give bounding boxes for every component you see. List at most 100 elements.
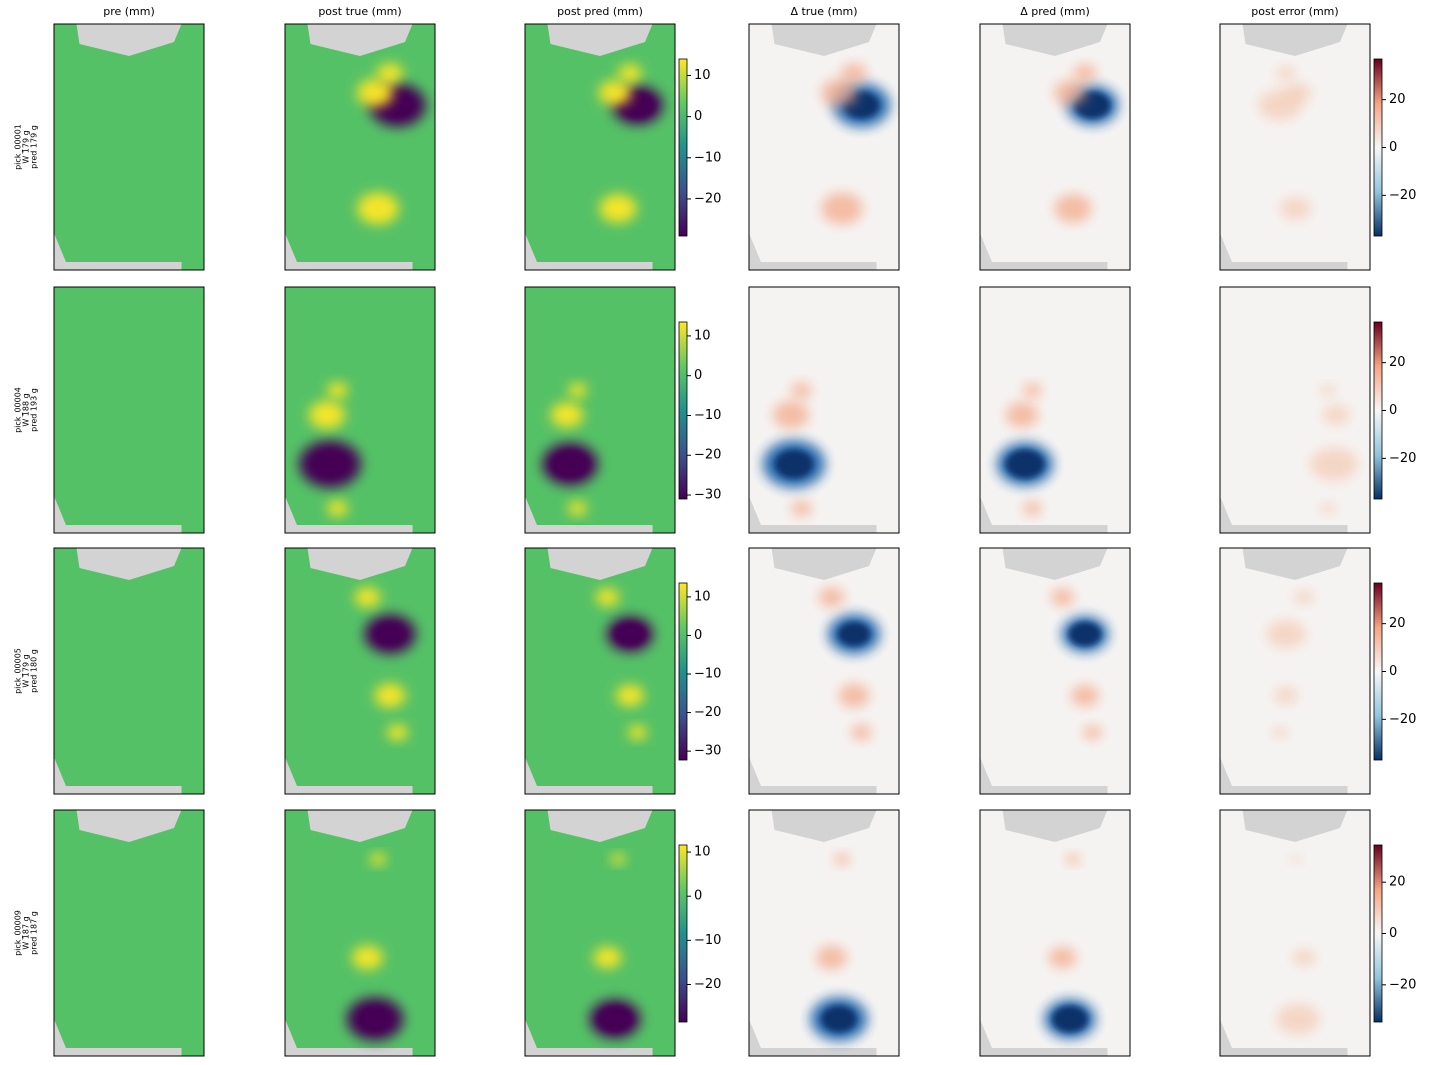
missing-region bbox=[54, 1019, 182, 1056]
column-title: post pred (mm) bbox=[557, 5, 643, 18]
column-title: post error (mm) bbox=[1251, 5, 1338, 18]
heatmap-core bbox=[614, 622, 646, 647]
colorbar bbox=[678, 58, 688, 237]
missing-region bbox=[525, 757, 653, 794]
row-label: pick_00001 bbox=[14, 124, 23, 170]
colorbar-tick-label: 0 bbox=[1389, 140, 1397, 155]
heatmap-image bbox=[285, 24, 435, 270]
missing-region bbox=[771, 24, 877, 56]
missing-region bbox=[1242, 810, 1348, 842]
colorbar-tick-label: 10 bbox=[694, 68, 711, 83]
colorbar-tick-label: 20 bbox=[1389, 355, 1406, 370]
panel-frame bbox=[53, 286, 205, 534]
missing-region bbox=[749, 1019, 877, 1056]
heatmap-image bbox=[285, 548, 435, 794]
column-title: post true (mm) bbox=[318, 5, 401, 18]
missing-region bbox=[1220, 496, 1348, 533]
heatmap-image bbox=[980, 810, 1130, 1056]
heatmap-image bbox=[54, 810, 204, 1056]
heatmap-base bbox=[285, 287, 435, 533]
heatmap-panel bbox=[1219, 23, 1371, 271]
heatmap-blob bbox=[1272, 726, 1288, 739]
heatmap-blob bbox=[1053, 80, 1087, 106]
heatmap-base bbox=[749, 548, 899, 794]
heatmap-panel bbox=[748, 809, 900, 1057]
colorbar bbox=[1373, 321, 1383, 500]
heatmap-blob bbox=[1320, 384, 1336, 396]
heatmap-panel bbox=[524, 547, 676, 795]
heatmap-core bbox=[310, 449, 350, 479]
heatmap-base bbox=[749, 287, 899, 533]
missing-region bbox=[771, 810, 877, 842]
heatmap-base bbox=[54, 24, 204, 270]
colorbar-tick-label: −30 bbox=[694, 744, 721, 759]
heatmap-blob bbox=[377, 63, 403, 84]
colorbar bbox=[678, 321, 688, 500]
heatmap-blob bbox=[327, 500, 348, 517]
heatmap-image bbox=[1220, 287, 1370, 533]
heatmap-blob bbox=[370, 853, 386, 866]
row-label: W 187 g bbox=[22, 916, 31, 949]
row-label: pred 187 g bbox=[30, 911, 39, 955]
heatmap-blob bbox=[1073, 64, 1097, 83]
missing-region bbox=[525, 1019, 653, 1056]
heatmap-panel bbox=[53, 809, 205, 1057]
heatmap-base bbox=[1220, 24, 1370, 270]
colorbar bbox=[1373, 844, 1383, 1023]
missing-region bbox=[1002, 24, 1108, 56]
heatmap-blob bbox=[354, 587, 381, 608]
missing-region bbox=[980, 1019, 1108, 1056]
heatmap-image bbox=[54, 24, 204, 270]
colorbar-tick-label: 0 bbox=[1389, 926, 1397, 941]
heatmap-panel bbox=[979, 809, 1131, 1057]
column-title: pre (mm) bbox=[103, 5, 155, 18]
missing-region bbox=[525, 233, 653, 270]
heatmap-blob bbox=[791, 382, 812, 399]
missing-region bbox=[1220, 1019, 1348, 1056]
colorbar-tick-label: 20 bbox=[1389, 92, 1406, 107]
heatmap-blob bbox=[356, 78, 394, 107]
heatmap-panel bbox=[1219, 547, 1371, 795]
heatmap-blob bbox=[308, 400, 346, 429]
missing-region bbox=[1220, 233, 1348, 270]
missing-region bbox=[76, 810, 182, 842]
row-label: pick_00009 bbox=[14, 910, 23, 956]
heatmap-panel bbox=[284, 23, 436, 271]
row-label: pred 179 g bbox=[30, 125, 39, 169]
missing-region bbox=[1002, 548, 1108, 580]
heatmap-blob bbox=[834, 853, 850, 866]
heatmap-panel bbox=[979, 547, 1131, 795]
missing-region bbox=[547, 24, 653, 56]
colorbar-tick-label: 20 bbox=[1389, 875, 1406, 890]
heatmap-base bbox=[749, 24, 899, 270]
heatmap-image bbox=[54, 287, 204, 533]
panel-frame bbox=[53, 809, 205, 1057]
colorbar-tick-label: 0 bbox=[694, 889, 702, 904]
heatmap-blob bbox=[327, 382, 348, 399]
heatmap-blob bbox=[1050, 588, 1075, 607]
colorbar bbox=[1373, 582, 1383, 761]
heatmap-image bbox=[1220, 548, 1370, 794]
heatmap-blob bbox=[598, 80, 632, 106]
column-title: Δ true (mm) bbox=[790, 5, 857, 18]
heatmap-blob bbox=[1266, 620, 1306, 649]
heatmap-blob bbox=[593, 946, 622, 969]
panel-frame bbox=[524, 809, 676, 1057]
heatmap-blob bbox=[1005, 402, 1039, 428]
colorbar-tick-label: −10 bbox=[694, 933, 721, 948]
missing-region bbox=[771, 548, 877, 580]
missing-region bbox=[76, 24, 182, 56]
panel-frame bbox=[979, 809, 1131, 1057]
colorbar-tick-label: 0 bbox=[694, 109, 702, 124]
heatmap-core bbox=[374, 622, 406, 647]
colorbar-tick-label: 10 bbox=[694, 845, 711, 860]
colorbar-tick-label: −20 bbox=[1389, 977, 1416, 992]
heatmap-blob bbox=[1310, 447, 1358, 481]
heatmap-blob bbox=[1274, 687, 1298, 704]
heatmap-core bbox=[774, 449, 814, 479]
row-label: W 188 g bbox=[22, 393, 31, 426]
heatmap-base bbox=[980, 24, 1130, 270]
heatmap-blob bbox=[851, 724, 872, 741]
heatmap-core bbox=[550, 449, 590, 479]
